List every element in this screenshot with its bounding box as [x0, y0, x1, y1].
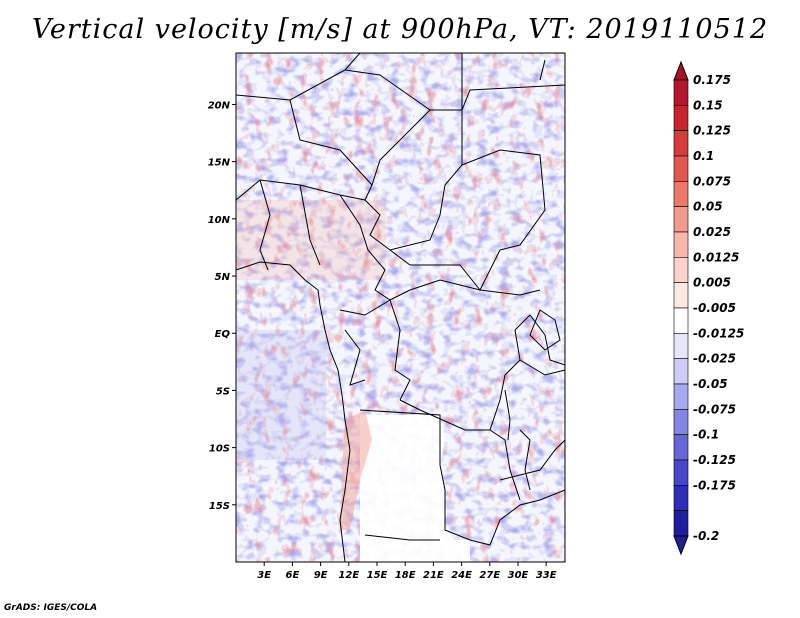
lon-tick-label: 30E	[508, 570, 529, 581]
footer-credit: GrADS: IGES/COLA	[4, 603, 98, 613]
lon-tick-label: 6E	[286, 570, 300, 581]
colorbar-label: -0.075	[693, 402, 736, 416]
colorbar-swatch	[673, 155, 689, 182]
colorbar-label: 0.05	[693, 200, 723, 214]
longitude-axis: 3E 6E 9E 12E 15E 18E 21E 24E 27E 30E 33E	[257, 562, 557, 581]
lon-tick-label: 15E	[367, 570, 388, 581]
lat-tick-label: 10N	[208, 215, 231, 226]
map-frame	[235, 52, 566, 563]
colorbar-swatch	[673, 206, 689, 233]
lat-tick-label: EQ	[215, 329, 231, 340]
colorbar-label: -0.025	[693, 352, 736, 366]
country-borders	[236, 53, 565, 562]
colorbar-label: -0.005	[693, 301, 736, 315]
colorbar-label: -0.0125	[693, 326, 744, 340]
colorbar-swatch	[673, 333, 689, 359]
lon-tick-label: 18E	[395, 570, 416, 581]
colorbar-swatch	[673, 257, 689, 283]
colorbar-label: 0.1	[693, 149, 714, 163]
colorbar-label: 0.0125	[693, 250, 739, 264]
colorbar-swatch	[673, 409, 689, 435]
colorbar-swatch	[673, 383, 689, 410]
lat-tick-label: 20N	[208, 100, 231, 111]
colorbar-label: 0.075	[693, 174, 731, 188]
chart-title: Vertical velocity [m/s] at 900hPa, VT: 2…	[31, 14, 769, 45]
colorbar-label: 0.005	[693, 276, 731, 290]
colorbar-bottom-arrow	[673, 535, 689, 556]
lon-tick-label: 3E	[257, 570, 271, 581]
colorbar-label: 0.125	[693, 124, 731, 138]
colorbar-label: -0.175	[693, 478, 736, 492]
lat-tick-label: 10S	[209, 444, 230, 455]
lon-tick-label: 24E	[451, 570, 472, 581]
colorbar-swatch	[673, 79, 689, 106]
lon-tick-label: 9E	[314, 570, 328, 581]
colorbar-label: 0.15	[693, 98, 723, 112]
colorbar-swatch	[673, 485, 689, 511]
lon-tick-label: 21E	[423, 570, 444, 581]
lat-tick-label: 15N	[208, 158, 231, 169]
lon-tick-label: 33E	[536, 570, 557, 581]
velocity-field	[236, 53, 565, 562]
colorbar: 0.175 0.15 0.125 0.1 0.075 0.05 0.025 0.0125 0.0…	[673, 60, 744, 556]
lat-tick-label: 5S	[216, 386, 230, 397]
colorbar-label: -0.1	[693, 428, 719, 442]
colorbar-swatch	[673, 510, 689, 537]
colorbar-top-arrow	[673, 60, 689, 81]
latitude-axis: 20N 15N 10N 5N EQ 5S 10S 15S	[208, 100, 236, 512]
lon-tick-label: 12E	[338, 570, 359, 581]
colorbar-label: 0.025	[693, 225, 731, 239]
colorbar-swatch	[673, 307, 689, 334]
lon-tick-label: 27E	[479, 570, 500, 581]
colorbar-swatch	[673, 358, 689, 385]
colorbar-swatch	[673, 130, 689, 157]
colorbar-swatch	[673, 105, 689, 131]
colorbar-label: -0.2	[693, 529, 719, 543]
colorbar-label: -0.05	[693, 377, 728, 391]
lat-tick-label: 5N	[215, 272, 231, 283]
colorbar-swatch	[673, 181, 689, 207]
lat-tick-label: 15S	[209, 501, 230, 512]
colorbar-swatch	[673, 282, 689, 309]
colorbar-label: -0.125	[693, 453, 736, 467]
colorbar-swatch	[673, 459, 689, 486]
colorbar-swatch	[673, 434, 689, 461]
colorbar-label: 0.175	[693, 73, 731, 87]
colorbar-swatch	[673, 231, 689, 258]
